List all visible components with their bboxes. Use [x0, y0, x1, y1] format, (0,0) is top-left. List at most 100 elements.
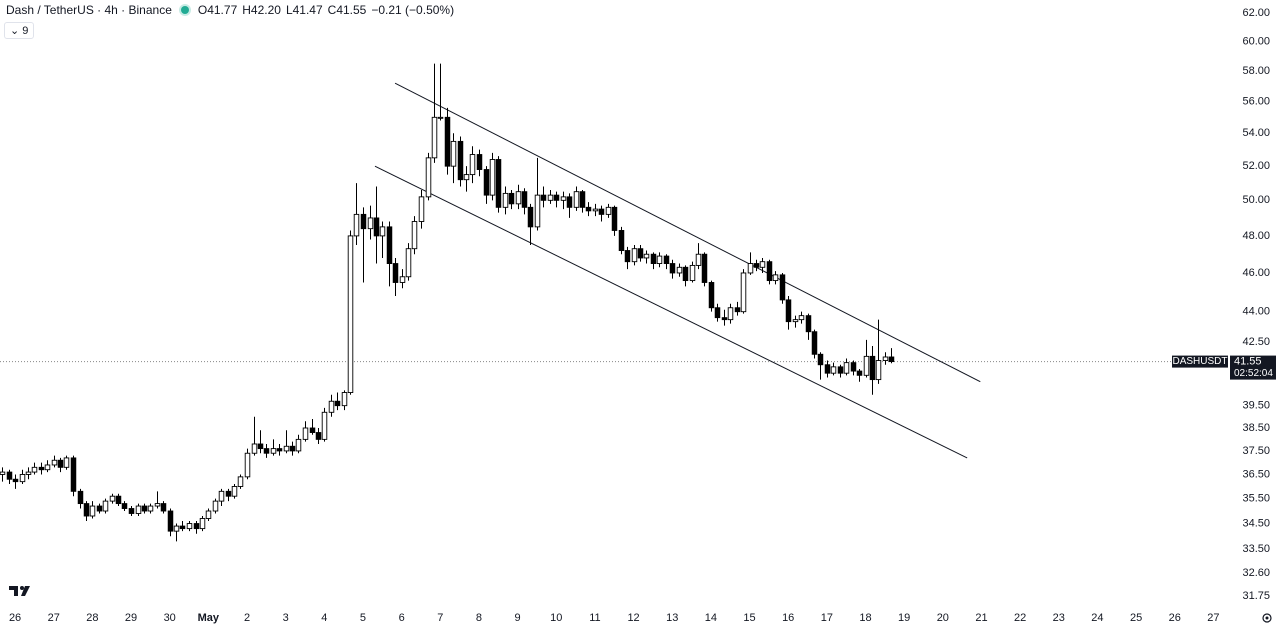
x-tick-label: 6	[399, 612, 405, 624]
candle-body	[843, 362, 850, 374]
candle-body	[585, 206, 592, 212]
candle-body	[863, 355, 870, 376]
candle-body	[830, 366, 837, 374]
candle-body	[708, 282, 715, 309]
candle-body	[399, 276, 406, 283]
indicators-toggle[interactable]: ⌄ 9	[4, 22, 35, 39]
candle-body	[218, 490, 225, 502]
candle-body	[618, 230, 625, 251]
candle-body	[360, 213, 367, 230]
x-tick-label: 24	[1091, 612, 1103, 624]
candle-body	[527, 206, 534, 228]
candle-body	[379, 226, 386, 237]
candle-body	[875, 360, 882, 381]
y-tick-label: 36.50	[1242, 468, 1270, 480]
x-tick-label: 30	[164, 612, 176, 624]
candle-body	[353, 213, 360, 237]
symbol-tag-bg	[1172, 355, 1228, 368]
candle-body	[727, 307, 734, 321]
y-tick-label: 33.50	[1242, 543, 1270, 555]
candle-body	[77, 490, 84, 505]
candle-body	[637, 248, 644, 259]
candle-body	[721, 317, 728, 321]
candle-body	[334, 400, 341, 407]
candle-body	[295, 438, 302, 452]
candle-body	[431, 116, 438, 159]
candle-body	[135, 505, 142, 514]
candle-body	[798, 315, 805, 321]
candle-body	[205, 510, 212, 519]
ohlc-low: L41.47	[285, 3, 323, 17]
y-tick-label: 32.60	[1242, 567, 1270, 579]
x-tick-label: 29	[125, 612, 137, 624]
candle-body	[25, 471, 32, 475]
candle-body	[63, 457, 70, 468]
candle-body	[321, 411, 328, 440]
x-tick-label: 28	[86, 612, 98, 624]
candle-body	[521, 191, 528, 208]
candle-body	[38, 466, 45, 471]
candle-body	[656, 255, 663, 264]
candle-body	[12, 478, 19, 483]
x-tick-label: 7	[437, 612, 443, 624]
candle-body	[740, 272, 747, 313]
settings-icon[interactable]	[1262, 613, 1272, 623]
price-tag-bg	[1230, 355, 1276, 380]
candle-body	[128, 508, 135, 514]
y-tick-label: 54.00	[1242, 127, 1270, 139]
candle-body	[534, 194, 541, 228]
candle-body	[695, 253, 702, 266]
candle-body	[437, 116, 444, 119]
candle-body	[624, 250, 631, 263]
candle-body	[457, 140, 464, 181]
candle-body	[328, 400, 335, 413]
candle-body	[869, 355, 876, 381]
candle-body	[469, 154, 476, 176]
candle-body	[579, 191, 586, 208]
candle-body	[167, 510, 174, 532]
candle-body	[96, 505, 103, 512]
candle-body	[495, 159, 502, 208]
x-tick-label: 26	[1169, 612, 1181, 624]
x-tick-label: 17	[821, 612, 833, 624]
candle-body	[102, 500, 109, 512]
symbol-tag: DASHUSDT	[1172, 356, 1227, 367]
x-tick-label: 27	[1207, 612, 1219, 624]
candle-body	[650, 253, 657, 264]
candle-body	[160, 503, 167, 512]
candle-body	[121, 503, 128, 509]
x-tick-label: 26	[9, 612, 21, 624]
candle-body	[682, 266, 689, 282]
candle-body	[115, 495, 122, 505]
candle-body	[605, 206, 612, 215]
y-tick-label: 35.50	[1242, 493, 1270, 505]
candle-body	[6, 471, 13, 480]
candle-body	[19, 474, 26, 483]
y-tick-label: 31.75	[1242, 590, 1270, 602]
candle-body	[263, 448, 270, 454]
candle-body	[631, 248, 638, 263]
candle-body	[553, 194, 560, 201]
x-tick-label: 23	[1053, 612, 1065, 624]
x-tick-label: 10	[550, 612, 562, 624]
x-tick-label: 11	[589, 612, 600, 624]
candle-body	[837, 366, 844, 374]
y-tick-label: 34.50	[1242, 517, 1270, 529]
candle-body	[560, 196, 567, 201]
y-tick-label: 56.00	[1242, 96, 1270, 108]
x-tick-label: 22	[1014, 612, 1026, 624]
x-tick-label: 5	[360, 612, 366, 624]
x-tick-label: 9	[515, 612, 521, 624]
candle-body	[669, 263, 676, 274]
candle-body	[31, 466, 38, 473]
candle-body	[225, 490, 232, 497]
ohlc-high: H42.20	[242, 3, 281, 17]
y-tick-label: 48.00	[1242, 230, 1270, 242]
y-tick-label: 38.50	[1242, 422, 1270, 434]
candle-body	[341, 392, 348, 407]
candle-body	[283, 445, 290, 452]
market-status	[180, 6, 189, 14]
candle-body	[186, 523, 193, 530]
candle-body	[483, 169, 490, 196]
candle-body	[212, 500, 219, 512]
